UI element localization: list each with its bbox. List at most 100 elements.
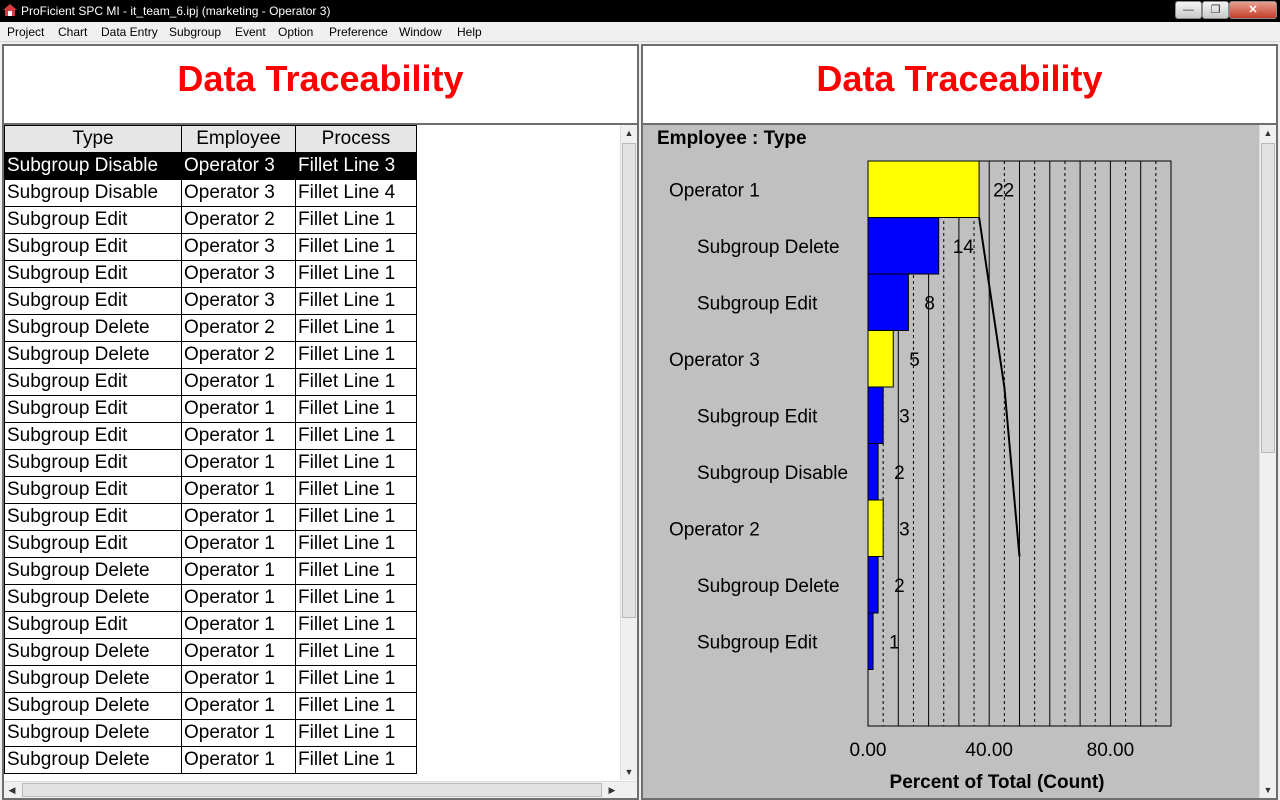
menu-window[interactable]: Window [399, 25, 442, 39]
cell-employee: Operator 3 [181, 152, 296, 180]
scroll-up-arrow-icon[interactable]: ▲ [624, 128, 634, 138]
cell-type: Subgroup Delete [4, 692, 182, 720]
column-header-employee[interactable]: Employee [181, 125, 296, 153]
table-row[interactable]: Subgroup Delete Operator 1 Fillet Line 1 [4, 638, 417, 666]
chart-scroll-thumb[interactable] [1261, 143, 1275, 453]
table-row[interactable]: Subgroup Edit Operator 1 Fillet Line 1 [4, 503, 417, 531]
horizontal-scroll-thumb[interactable] [22, 783, 602, 797]
type-bar [867, 556, 879, 614]
table-header-row: Type Employee Process [4, 125, 417, 153]
chart-scroll-up-arrow-icon[interactable]: ▲ [1263, 128, 1273, 138]
column-header-type[interactable]: Type [4, 125, 182, 153]
maximize-icon[interactable]: ❐ [1202, 1, 1229, 19]
table-row[interactable]: Subgroup Edit Operator 1 Fillet Line 1 [4, 476, 417, 504]
cell-process: Fillet Line 1 [295, 233, 417, 261]
window-title: ProFicient SPC MI - it_team_6.ipj (marke… [21, 4, 331, 18]
employee-label: Operator 2 [669, 519, 760, 540]
cell-type: Subgroup Delete [4, 314, 182, 342]
cell-employee: Operator 1 [181, 449, 296, 477]
employee-bar [867, 499, 884, 557]
x-axis-label: Percent of Total (Count) [890, 772, 1105, 793]
chart-scroll-down-arrow-icon[interactable]: ▼ [1263, 785, 1273, 795]
cell-process: Fillet Line 1 [295, 368, 417, 396]
cell-process: Fillet Line 1 [295, 287, 417, 315]
type-label: Subgroup Delete [697, 237, 840, 258]
traceability-table-pane: Data Traceability Type Employee Process … [2, 44, 639, 800]
x-tick-label: 0.00 [850, 740, 887, 761]
table-row[interactable]: Subgroup Delete Operator 2 Fillet Line 1 [4, 341, 417, 369]
table-horizontal-scrollbar[interactable]: ◀ ▶ [4, 781, 637, 798]
menu-project[interactable]: Project [7, 25, 45, 39]
cell-employee: Operator 1 [181, 422, 296, 450]
x-tick-label: 40.00 [965, 740, 1013, 761]
scroll-thumb[interactable] [622, 143, 636, 618]
cell-process: Fillet Line 1 [295, 719, 417, 747]
close-icon[interactable]: ✕ [1229, 1, 1277, 19]
title-bar: ProFicient SPC MI - it_team_6.ipj (marke… [0, 0, 1280, 22]
bar-value-label: 5 [909, 350, 920, 371]
table-row[interactable]: Subgroup Edit Operator 1 Fillet Line 1 [4, 449, 417, 477]
traceability-chart-pane: Data Traceability Employee : Type 22 Opera… [641, 44, 1278, 800]
cell-employee: Operator 1 [181, 692, 296, 720]
column-header-process[interactable]: Process [295, 125, 417, 153]
cell-type: Subgroup Delete [4, 719, 182, 747]
menu-help[interactable]: Help [457, 25, 482, 39]
table-row[interactable]: Subgroup Edit Operator 1 Fillet Line 1 [4, 530, 417, 558]
menu-subgroup[interactable]: Subgroup [169, 25, 222, 39]
table-row[interactable]: Subgroup Delete Operator 1 Fillet Line 1 [4, 584, 417, 612]
cell-type: Subgroup Edit [4, 233, 182, 261]
menu-preference[interactable]: Preference [329, 25, 388, 39]
table-row[interactable]: Subgroup Edit Operator 3 Fillet Line 1 [4, 260, 417, 288]
cell-employee: Operator 1 [181, 611, 296, 639]
chart-vertical-scrollbar[interactable]: ▲ ▼ [1259, 125, 1276, 798]
table-row[interactable]: Subgroup Delete Operator 1 Fillet Line 1 [4, 719, 417, 747]
bar-value-label: 3 [899, 406, 910, 427]
table-row[interactable]: Subgroup Delete Operator 1 Fillet Line 1 [4, 746, 417, 774]
menu-event[interactable]: Event [235, 25, 266, 39]
table-row[interactable]: Subgroup Disable Operator 3 Fillet Line 3 [4, 152, 417, 180]
table-row[interactable]: Subgroup Edit Operator 2 Fillet Line 1 [4, 206, 417, 234]
cell-employee: Operator 3 [181, 233, 296, 261]
scroll-right-arrow-icon[interactable]: ▶ [608, 785, 616, 795]
scroll-left-arrow-icon[interactable]: ◀ [8, 785, 16, 795]
cell-type: Subgroup Delete [4, 746, 182, 774]
cell-type: Subgroup Disable [4, 179, 182, 207]
scroll-down-arrow-icon[interactable]: ▼ [624, 767, 634, 777]
menu-chart[interactable]: Chart [58, 25, 88, 39]
table-row[interactable]: Subgroup Edit Operator 1 Fillet Line 1 [4, 422, 417, 450]
cell-process: Fillet Line 1 [295, 206, 417, 234]
table-row[interactable]: Subgroup Delete Operator 1 Fillet Line 1 [4, 692, 417, 720]
cell-process: Fillet Line 1 [295, 314, 417, 342]
table-row[interactable]: Subgroup Edit Operator 1 Fillet Line 1 [4, 611, 417, 639]
table-row[interactable]: Subgroup Edit Operator 1 Fillet Line 1 [4, 368, 417, 396]
minimize-icon[interactable]: — [1175, 1, 1202, 19]
cell-process: Fillet Line 1 [295, 692, 417, 720]
menu-bar: Project Chart Data Entry Subgroup Event … [0, 22, 1280, 42]
menu-option[interactable]: Option [278, 25, 314, 39]
cell-employee: Operator 3 [181, 260, 296, 288]
cell-process: Fillet Line 1 [295, 530, 417, 558]
table-row[interactable]: Subgroup Delete Operator 1 Fillet Line 1 [4, 665, 417, 693]
type-label: Subgroup Disable [697, 463, 848, 484]
table-row[interactable]: Subgroup Edit Operator 3 Fillet Line 1 [4, 233, 417, 261]
table-row[interactable]: Subgroup Delete Operator 1 Fillet Line 1 [4, 557, 417, 585]
cell-process: Fillet Line 1 [295, 260, 417, 288]
bar-value-label: 2 [894, 463, 905, 484]
table-row[interactable]: Subgroup Disable Operator 3 Fillet Line 4 [4, 179, 417, 207]
cell-type: Subgroup Edit [4, 395, 182, 423]
table-row[interactable]: Subgroup Delete Operator 2 Fillet Line 1 [4, 314, 417, 342]
type-bar [867, 217, 940, 275]
cell-type: Subgroup Delete [4, 557, 182, 585]
cell-employee: Operator 1 [181, 638, 296, 666]
table-row[interactable]: Subgroup Edit Operator 1 Fillet Line 1 [4, 395, 417, 423]
table-vertical-scrollbar[interactable]: ▲ ▼ [620, 125, 637, 780]
cell-process: Fillet Line 1 [295, 449, 417, 477]
cell-type: Subgroup Delete [4, 665, 182, 693]
cell-employee: Operator 1 [181, 557, 296, 585]
cumulative-line [978, 217, 1021, 557]
menu-data-entry[interactable]: Data Entry [101, 25, 158, 39]
cell-employee: Operator 1 [181, 476, 296, 504]
table-row[interactable]: Subgroup Edit Operator 3 Fillet Line 1 [4, 287, 417, 315]
cell-employee: Operator 3 [181, 179, 296, 207]
cell-type: Subgroup Edit [4, 422, 182, 450]
